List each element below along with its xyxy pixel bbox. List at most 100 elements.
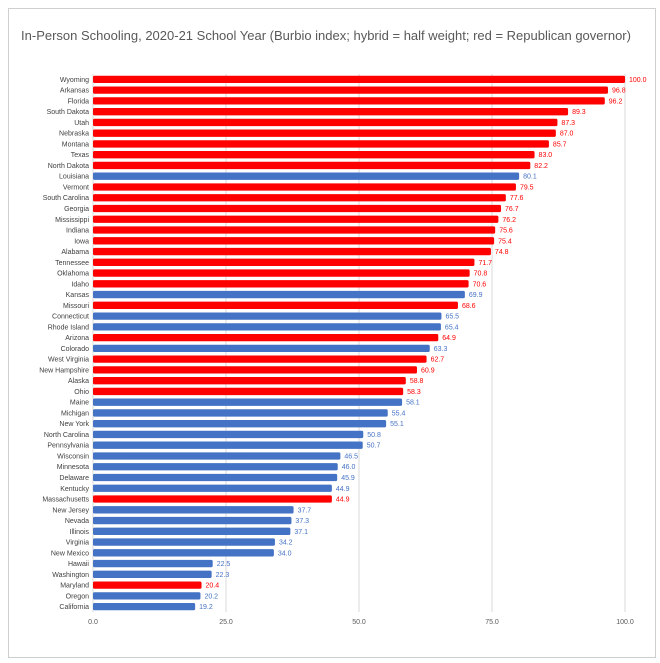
- value-label: 34.2: [279, 540, 293, 547]
- value-label: 45.9: [341, 475, 355, 482]
- x-tick-label: 100.0: [616, 619, 634, 626]
- bar: [93, 430, 364, 439]
- bar: [93, 495, 332, 503]
- bar: [93, 452, 341, 460]
- category-label: North Carolina: [44, 432, 89, 439]
- value-label: 46.5: [344, 453, 358, 460]
- category-label: Connecticut: [52, 314, 89, 321]
- bar: [93, 344, 430, 353]
- category-label: Montana: [62, 141, 89, 148]
- category-label: South Dakota: [47, 109, 90, 116]
- category-label: Indiana: [66, 228, 89, 235]
- bar: [93, 86, 608, 94]
- x-tick-label: 0.0: [88, 619, 98, 626]
- bar: [93, 473, 338, 482]
- bar: [93, 355, 427, 363]
- value-label: 46.0: [342, 464, 356, 471]
- value-label: 85.7: [553, 141, 567, 148]
- category-label: Nebraska: [59, 131, 89, 138]
- category-label: Maine: [70, 400, 89, 407]
- bar: [93, 215, 499, 223]
- value-label: 80.1: [523, 174, 537, 181]
- category-label: New Jersey: [52, 507, 89, 514]
- value-label: 19.2: [199, 604, 213, 611]
- category-label: Kansas: [66, 292, 90, 299]
- bar: [93, 366, 417, 374]
- category-label: Pennsylvania: [47, 443, 89, 450]
- category-label: New York: [59, 421, 89, 428]
- x-tick-label: 25.0: [219, 619, 233, 626]
- value-label: 82.2: [534, 163, 548, 170]
- bar: [93, 129, 556, 137]
- value-label: 79.5: [520, 184, 534, 191]
- category-label: Idaho: [71, 281, 89, 288]
- category-label: Arkansas: [60, 88, 90, 95]
- bar: [93, 559, 213, 568]
- category-label: South Carolina: [43, 195, 89, 202]
- category-label: Alabama: [61, 249, 89, 256]
- bar: [93, 387, 404, 396]
- category-label: Vermont: [63, 184, 89, 191]
- category-label: Rhode Island: [48, 324, 89, 331]
- x-tick-label: 75.0: [485, 619, 499, 626]
- category-label: Ohio: [74, 389, 89, 396]
- bar: [93, 75, 625, 84]
- value-label: 70.6: [473, 281, 487, 288]
- value-label: 74.8: [495, 249, 509, 256]
- bar: [93, 194, 506, 202]
- value-label: 37.1: [294, 529, 308, 536]
- bar: [93, 161, 531, 170]
- bar: [93, 204, 502, 213]
- bar: [93, 592, 201, 600]
- category-label: Oregon: [66, 593, 89, 600]
- category-label: Kentucky: [60, 486, 89, 493]
- category-label: Colorado: [61, 346, 90, 353]
- bar: [93, 333, 439, 342]
- value-label: 22.5: [217, 561, 231, 568]
- category-label: Tennessee: [55, 260, 89, 267]
- bar: [93, 140, 549, 148]
- value-label: 75.6: [499, 228, 513, 235]
- value-label: 100.0: [629, 77, 647, 84]
- bar: [93, 226, 496, 234]
- category-label: Washington: [52, 572, 89, 579]
- bar: [93, 269, 470, 277]
- bar: [93, 237, 495, 245]
- value-label: 60.9: [421, 367, 435, 374]
- category-label: Arizona: [65, 335, 89, 342]
- value-label: 96.2: [609, 98, 623, 105]
- value-label: 65.4: [445, 324, 459, 331]
- value-label: 58.1: [406, 400, 420, 407]
- bar: [93, 258, 475, 266]
- category-label: Massachusetts: [42, 497, 89, 504]
- category-label: West Virginia: [48, 357, 89, 364]
- bar: [93, 516, 292, 525]
- bar: [93, 151, 535, 159]
- value-label: 34.0: [278, 550, 292, 557]
- category-label: Mississippi: [55, 217, 89, 224]
- category-label: Hawaii: [68, 561, 89, 568]
- category-label: Wisconsin: [57, 453, 89, 460]
- bar: [93, 183, 516, 191]
- value-label: 55.4: [392, 410, 406, 417]
- category-label: California: [59, 604, 89, 611]
- category-label: Utah: [74, 120, 89, 127]
- bar: [93, 409, 388, 417]
- category-label: Maryland: [60, 583, 89, 590]
- value-label: 20.2: [204, 593, 218, 600]
- category-label: Oklahoma: [57, 271, 89, 278]
- value-label: 75.4: [498, 238, 512, 245]
- category-label: Illinois: [70, 529, 90, 536]
- bar: [93, 312, 442, 320]
- category-label: Minnesota: [57, 464, 89, 471]
- bar: [93, 506, 294, 514]
- value-label: 50.7: [367, 443, 381, 450]
- value-label: 68.6: [462, 303, 476, 310]
- category-label: North Dakota: [48, 163, 89, 170]
- value-label: 76.2: [502, 217, 516, 224]
- category-label: New Mexico: [51, 550, 89, 557]
- value-label: 22.3: [216, 572, 230, 579]
- category-label: Michigan: [61, 410, 89, 417]
- bar: [93, 280, 469, 288]
- value-label: 58.8: [410, 378, 424, 385]
